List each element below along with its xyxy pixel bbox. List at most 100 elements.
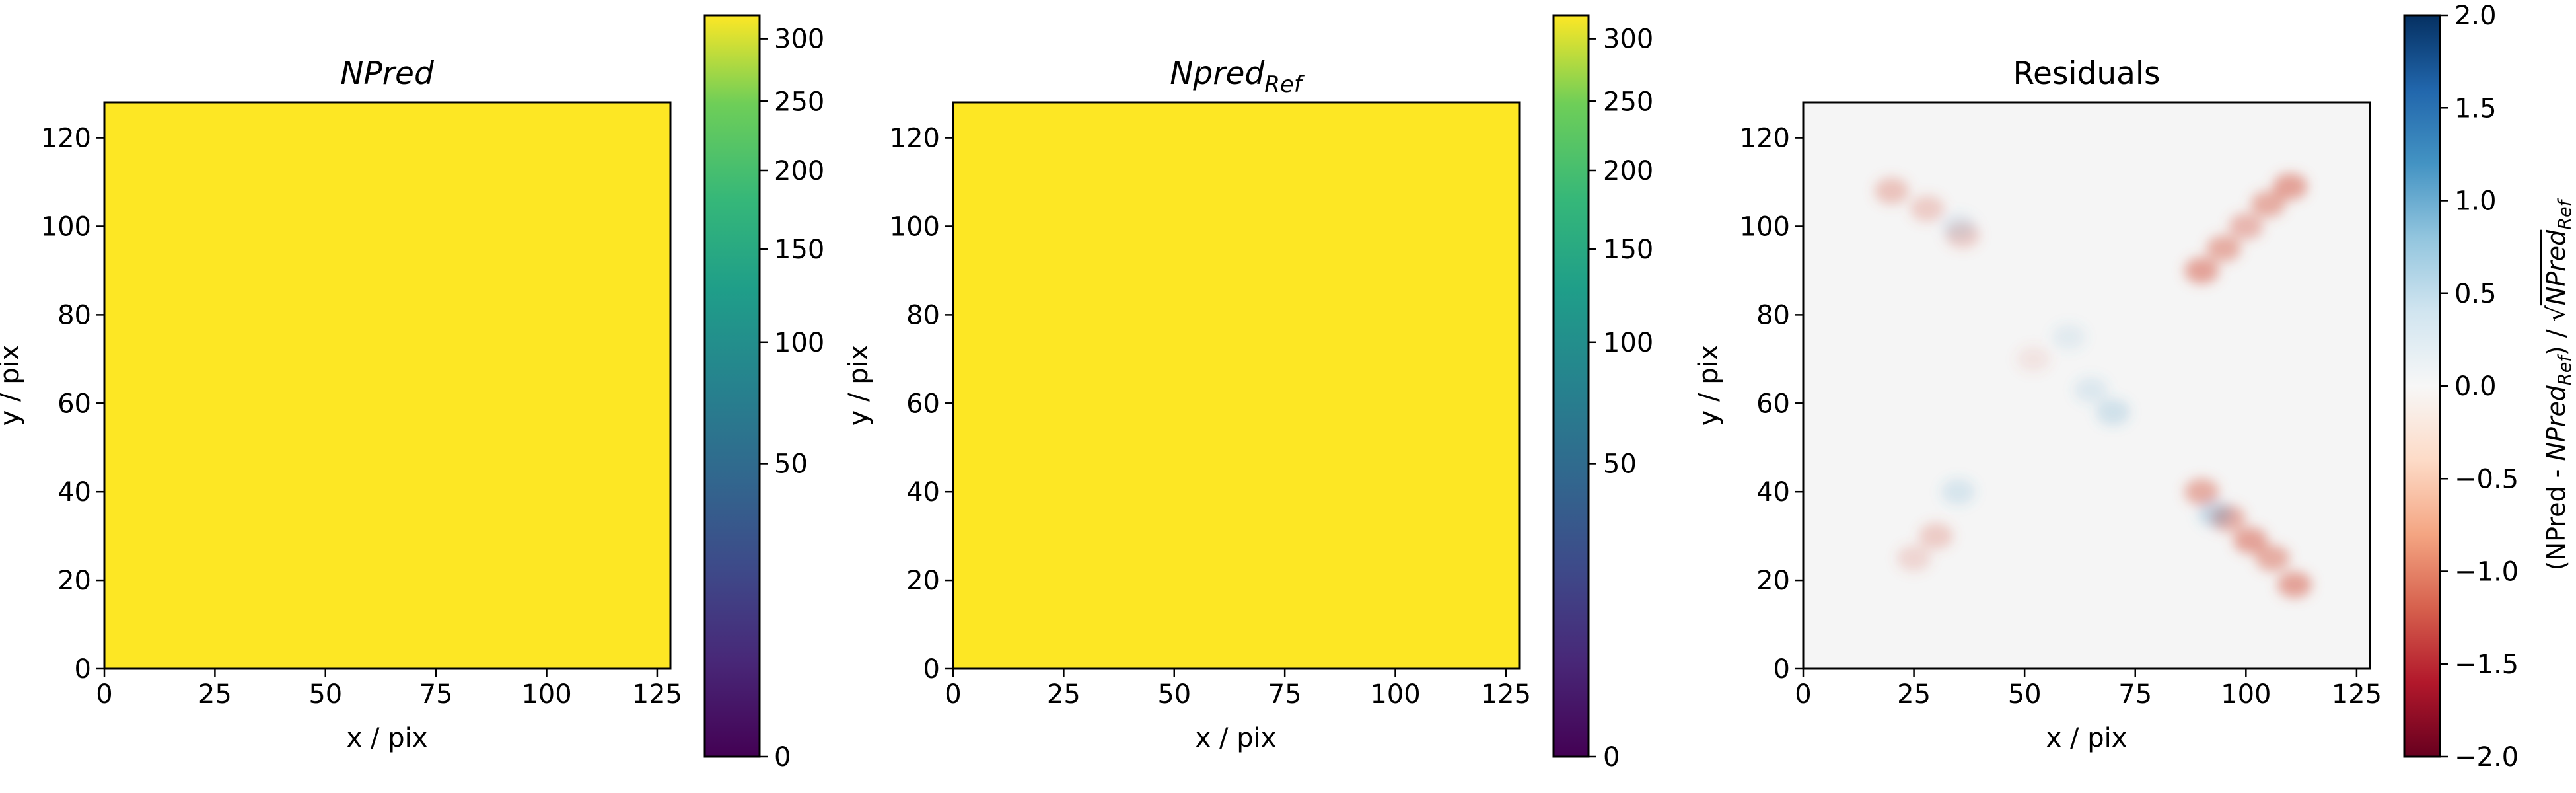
residual-blob bbox=[2273, 173, 2308, 200]
y-tick-label: 120 bbox=[41, 124, 91, 154]
cb-label-part4: NPred bbox=[2542, 229, 2571, 305]
y-ticks: 0 20 40 60 80 100 120 bbox=[890, 124, 953, 685]
cb-label-part2: NPred bbox=[2542, 385, 2571, 461]
colorbar-tick-label: 1.5 bbox=[2454, 93, 2497, 124]
x-tick-label: 100 bbox=[2221, 679, 2271, 710]
colorbar-tick-label: 150 bbox=[1603, 235, 1653, 265]
colorbar-gradient bbox=[705, 15, 760, 757]
heatmap-image bbox=[953, 102, 1519, 669]
x-axis-label: x / pix bbox=[1196, 723, 1277, 753]
colorbar: −2.0 −1.5 −1.0 −0.5 0.0 0.5 1.0 1.5 2.0 (NPred -… bbox=[2403, 1, 2575, 773]
residual-blob bbox=[1919, 523, 1954, 550]
x-tick-label: 0 bbox=[945, 679, 961, 710]
colorbar-tick-label: 250 bbox=[774, 87, 824, 117]
residual-features bbox=[1875, 173, 2312, 598]
x-tick-label: 75 bbox=[419, 679, 453, 710]
y-tick-label: 80 bbox=[57, 300, 91, 330]
x-ticks: 0 25 50 75 100 125 bbox=[945, 669, 1531, 710]
x-ticks: 0 25 50 75 100 125 bbox=[96, 669, 682, 710]
residual-blob bbox=[2184, 478, 2219, 506]
residual-blob bbox=[2198, 500, 2233, 527]
axes-frame bbox=[1802, 101, 2371, 670]
cb-label-part3: ) / √ bbox=[2542, 305, 2571, 356]
colorbar-tick-label: 2.0 bbox=[2454, 1, 2497, 31]
colorbar-tick-label: 200 bbox=[1603, 156, 1653, 186]
panel-npred: NPred 0 25 50 75 100 125 x / pix 0 20 40 60 80 100… bbox=[0, 14, 824, 773]
residual-blob bbox=[1941, 213, 1976, 240]
residual-blob bbox=[2250, 190, 2285, 217]
colorbar-tick-label: 50 bbox=[774, 449, 808, 479]
colorbar-ticks: 0 50 100 150 200 250 300 bbox=[760, 24, 824, 773]
residual-blob bbox=[2206, 235, 2241, 262]
residual-blob bbox=[2277, 571, 2312, 598]
x-tick-label: 25 bbox=[1897, 679, 1931, 710]
y-tick-label: 80 bbox=[1756, 300, 1790, 330]
colorbar-tick-label: 1.0 bbox=[2454, 186, 2497, 217]
colorbar-tick-label: −2.0 bbox=[2454, 742, 2519, 773]
x-tick-label: 50 bbox=[2008, 679, 2042, 710]
x-ticks: 0 25 50 75 100 125 bbox=[1795, 669, 2382, 710]
colorbar-tick-label: 200 bbox=[774, 156, 824, 186]
residual-blob bbox=[2229, 213, 2264, 240]
y-tick-label: 100 bbox=[890, 211, 940, 242]
y-axis-label: y / pix bbox=[1694, 345, 1724, 426]
x-tick-label: 100 bbox=[521, 679, 571, 710]
y-tick-label: 0 bbox=[75, 654, 91, 685]
y-tick-label: 60 bbox=[57, 389, 91, 419]
y-axis: 0 20 40 60 80 100 120 y / pix bbox=[843, 124, 953, 685]
colorbar-frame bbox=[1552, 14, 1590, 758]
y-tick-label: 20 bbox=[57, 566, 91, 596]
colorbar-ticks: −2.0 −1.5 −1.0 −0.5 0.0 0.5 1.0 1.5 2.0 bbox=[2440, 1, 2519, 773]
cb-label-sub2: Ref bbox=[2555, 198, 2575, 229]
colorbar-tick-label: 100 bbox=[1603, 328, 1653, 358]
colorbar-tick-label: −0.5 bbox=[2454, 464, 2519, 494]
colorbar: 0 50 100 150 200 250 300 bbox=[703, 14, 824, 773]
colorbar-label: (NPred - NPredRef) / √NPredRef bbox=[2542, 198, 2575, 570]
residual-blob bbox=[1941, 478, 1976, 506]
y-tick-label: 100 bbox=[1740, 211, 1790, 242]
residual-blob bbox=[2052, 323, 2087, 350]
axes-frame bbox=[952, 101, 1521, 670]
x-tick-label: 125 bbox=[632, 679, 682, 710]
cb-label-sub1: Ref bbox=[2555, 354, 2575, 385]
y-tick-label: 80 bbox=[906, 300, 940, 330]
heatmap-image bbox=[104, 102, 670, 669]
y-ticks: 0 20 40 60 80 100 120 bbox=[41, 124, 104, 685]
y-tick-label: 20 bbox=[1756, 566, 1790, 596]
residual-blob bbox=[2255, 545, 2290, 572]
colorbar-tick-label: −1.0 bbox=[2454, 557, 2519, 587]
x-tick-label: 125 bbox=[1481, 679, 1531, 710]
residual-blob bbox=[2233, 527, 2268, 554]
title-subscript: Ref bbox=[1264, 71, 1305, 98]
x-tick-label: 25 bbox=[198, 679, 232, 710]
y-tick-label: 120 bbox=[890, 124, 940, 154]
panel-title: NpredRef bbox=[1170, 56, 1305, 98]
y-tick-label: 40 bbox=[57, 477, 91, 508]
y-tick-label: 40 bbox=[1756, 477, 1790, 508]
residual-blob bbox=[1910, 195, 1945, 222]
x-axis-label: x / pix bbox=[347, 723, 428, 753]
colorbar-tick-label: 100 bbox=[774, 328, 824, 358]
y-axis-label: y / pix bbox=[0, 345, 25, 426]
panel-title: Residuals bbox=[2013, 56, 2161, 92]
colorbar-tick-label: 300 bbox=[774, 24, 824, 55]
y-tick-label: 20 bbox=[906, 566, 940, 596]
y-ticks: 0 20 40 60 80 100 120 bbox=[1740, 124, 1803, 685]
x-tick-label: 25 bbox=[1047, 679, 1081, 710]
x-tick-label: 75 bbox=[2118, 679, 2152, 710]
colorbar-frame bbox=[703, 14, 761, 758]
x-tick-label: 75 bbox=[1268, 679, 1302, 710]
colorbar: 0 50 100 150 200 250 300 bbox=[1552, 14, 1653, 773]
y-axis: 0 20 40 60 80 100 120 y / pix bbox=[0, 124, 104, 685]
x-axis: 0 25 50 75 100 125 x / pix bbox=[945, 669, 1531, 753]
y-tick-label: 0 bbox=[923, 654, 940, 685]
y-tick-label: 60 bbox=[906, 389, 940, 419]
x-tick-label: 50 bbox=[308, 679, 342, 710]
residual-blob bbox=[1875, 177, 1910, 204]
x-tick-label: 0 bbox=[1795, 679, 1811, 710]
colorbar-gradient bbox=[1554, 15, 1589, 757]
colorbar-gradient bbox=[2404, 15, 2440, 757]
y-tick-label: 0 bbox=[1773, 654, 1790, 685]
residual-blob bbox=[2184, 257, 2219, 284]
